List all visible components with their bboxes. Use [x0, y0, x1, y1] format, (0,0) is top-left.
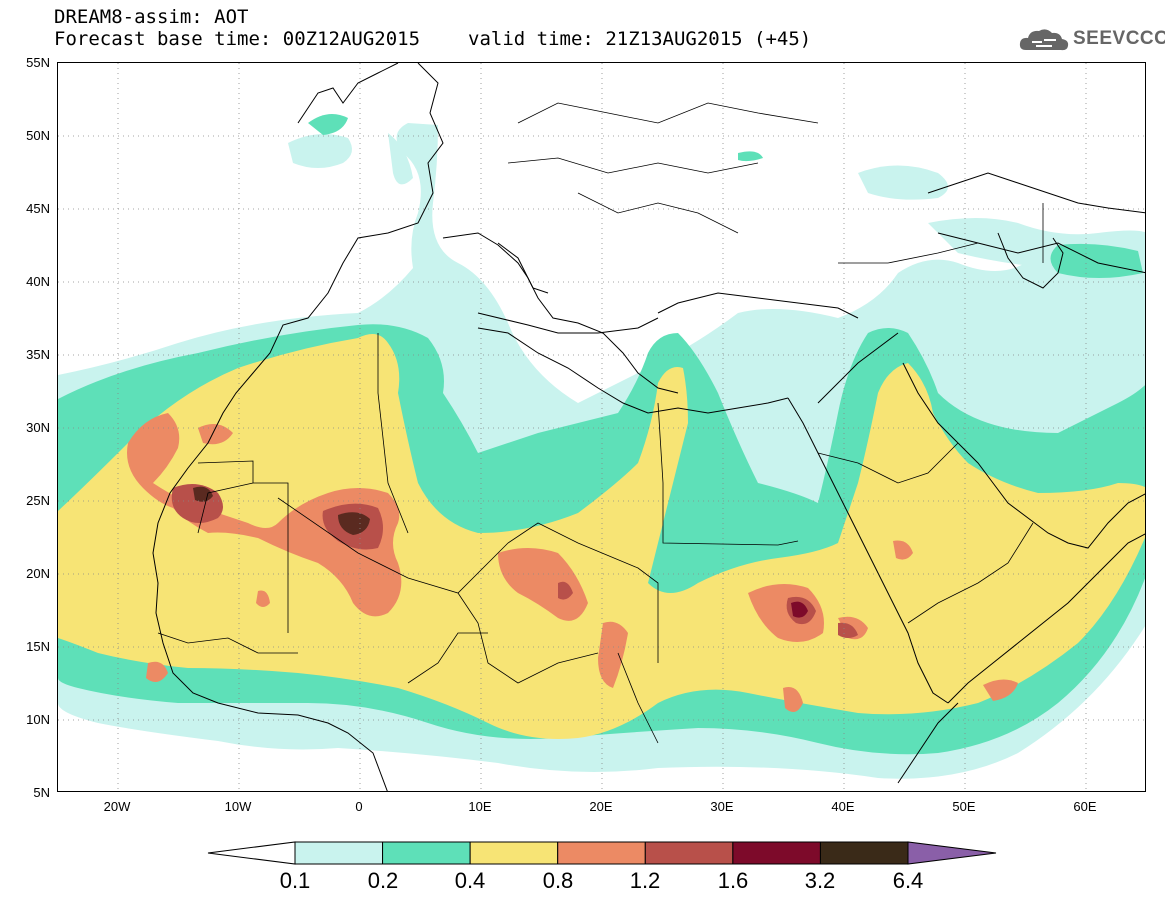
- colorbar-label: 1.6: [717, 868, 749, 893]
- lon-label: 10W: [224, 799, 252, 814]
- lat-label: 30N: [26, 420, 50, 435]
- aot-level-0.8: [127, 413, 1018, 712]
- colorbar-label: 0.8: [542, 868, 574, 893]
- aot-level-0.4: [58, 334, 1145, 740]
- colorbar-segment: [382, 841, 471, 865]
- colorbar-segment: [294, 841, 384, 865]
- lat-label: 40N: [26, 274, 50, 289]
- lat-label: 45N: [26, 201, 50, 216]
- colorbar-segment: [732, 841, 821, 865]
- lat-label: 35N: [26, 347, 50, 362]
- colorbar-label: 0.4: [454, 868, 486, 893]
- lon-label: 50E: [952, 799, 976, 814]
- colorbar-segment: [557, 841, 646, 865]
- colorbar-low-arrow: [207, 841, 296, 865]
- map-title: DREAM8-assim: AOT: [54, 6, 249, 28]
- lat-label: 20N: [26, 566, 50, 581]
- lat-label: 5N: [33, 785, 50, 800]
- colorbar-label: 1.2: [629, 868, 661, 893]
- time-info: Forecast base time: 00Z12AUG2015 valid ti…: [54, 29, 811, 50]
- colorbar-segment: [469, 841, 559, 865]
- aot-field: [58, 63, 1145, 791]
- lat-label: 15N: [26, 639, 50, 654]
- lat-label: 10N: [26, 712, 50, 727]
- logo-text: SEEVCCC: [1073, 28, 1165, 49]
- map-area: [57, 62, 1146, 792]
- lon-label: 60E: [1073, 799, 1097, 814]
- country-borders: [157, 102, 1044, 744]
- colorbar-label: 0.1: [279, 868, 311, 893]
- valid-time: valid time: 21Z13AUG2015 (+45): [468, 28, 812, 50]
- lon-label: 10E: [468, 799, 492, 814]
- cloud-logo-icon: [1019, 29, 1069, 51]
- grid-lines: [58, 63, 1145, 791]
- aot-level-1.6: [791, 601, 808, 618]
- color-bar: [207, 841, 997, 865]
- lat-label: 55N: [26, 55, 50, 70]
- lat-label: 50N: [26, 128, 50, 143]
- colorbar-label: 6.4: [892, 868, 924, 893]
- lon-label: 40E: [831, 799, 855, 814]
- base-time: Forecast base time: 00Z12AUG2015: [54, 28, 421, 50]
- lon-label: 0: [355, 799, 363, 814]
- colorbar-high-arrow: [907, 841, 997, 865]
- colorbar-segment: [644, 841, 734, 865]
- lon-label: 20E: [589, 799, 613, 814]
- coastlines: [152, 63, 1145, 791]
- lon-label: 20W: [103, 799, 131, 814]
- aot-level-3.2: [193, 486, 370, 535]
- colorbar-label: 3.2: [804, 868, 836, 893]
- lon-label: 30E: [710, 799, 734, 814]
- seevccc-logo: SEEVCCC: [1018, 24, 1165, 54]
- lat-label: 25N: [26, 493, 50, 508]
- colorbar-label: 0.2: [367, 868, 399, 893]
- colorbar-segment: [819, 841, 909, 865]
